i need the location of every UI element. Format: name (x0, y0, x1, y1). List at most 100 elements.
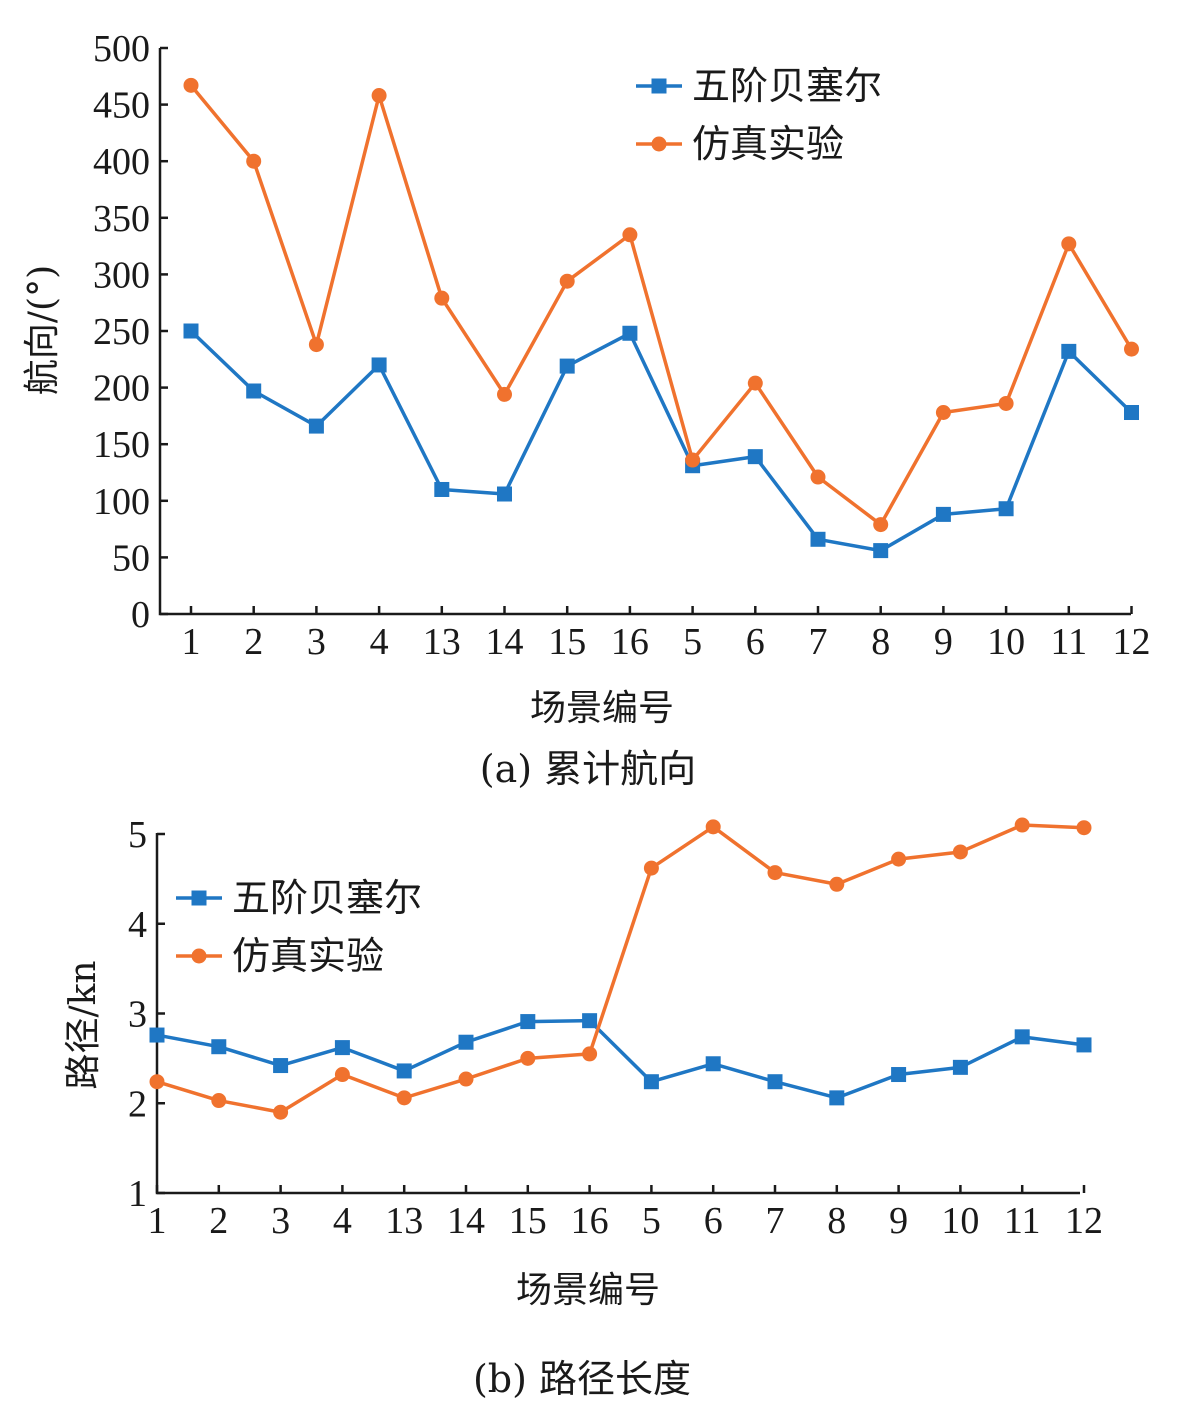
chart-a-bezier-point (371, 357, 387, 373)
chart-a-simulation-point (998, 395, 1014, 411)
chart-b-bezier-point (1014, 1029, 1030, 1045)
chart-b-bezier-point (829, 1090, 845, 1106)
chart-b-x-tick-label: 2 (209, 1200, 228, 1242)
chart-a-simulation-point (559, 273, 575, 289)
chart-a-simulation-point (810, 469, 826, 485)
chart-a-x-tick-label: 1 (182, 621, 201, 663)
chart-b-x-tick-label: 10 (941, 1200, 979, 1242)
chart-b-x-tick-label: 3 (271, 1200, 290, 1242)
chart-b-simulation-point (273, 1104, 289, 1120)
chart-a-y-tick-label: 100 (93, 481, 150, 523)
chart-a-series (183, 77, 1139, 559)
chart-b-y-ticks: 1 2 3 4 5 (128, 814, 165, 1215)
chart-a-y-tick-label: 0 (131, 594, 150, 636)
chart-a-bezier-point (1061, 343, 1077, 359)
chart-b-series-line-bezier (156, 1018, 1085, 1100)
chart-b-x-tick-label: 12 (1065, 1200, 1103, 1242)
chart-a-series-line-simulation (189, 84, 1134, 527)
chart-b-x-tick-label: 15 (509, 1200, 547, 1242)
chart-b-legend-label: 仿真实验 (232, 934, 384, 978)
chart-a-x-tick-label: 2 (244, 621, 263, 663)
chart-b-x-tick-label: 14 (447, 1200, 485, 1242)
chart-a-caption: (a) 累计航向 (480, 747, 696, 791)
chart-b-bezier-point (643, 1074, 659, 1090)
chart-b-bezier-point (520, 1014, 536, 1030)
chart-a-simulation-point (1124, 341, 1139, 357)
chart-b-x-tick-label: 16 (571, 1200, 609, 1242)
chart-b-series-line-simulation (156, 823, 1085, 1114)
chart-a-y-tick-label: 250 (93, 311, 150, 353)
chart-a-simulation-point (308, 337, 324, 353)
chart-b-simulation-point (334, 1067, 350, 1083)
chart-b-bezier-point (396, 1063, 412, 1079)
chart-a-bezier-point (622, 325, 638, 341)
chart-a-y-ticks: 0 50 100 150 200 250 300 350 400 450 500 (93, 28, 168, 636)
chart-a-x-tick-label: 10 (987, 621, 1025, 663)
chart-b-legend-label: 五阶贝塞尔 (232, 876, 422, 920)
chart-a-x-tick-label: 5 (683, 621, 702, 663)
chart-a-bezier-point (183, 323, 199, 339)
chart-b-bezier-point (334, 1040, 350, 1056)
chart-a-simulation-point (497, 386, 512, 402)
chart-b-y-tick-label: 4 (128, 904, 147, 946)
chart-b-bezier-point (1076, 1037, 1092, 1053)
chart-b-simulation-point (643, 860, 659, 876)
chart-b-x-tick-label: 11 (1004, 1200, 1041, 1242)
chart-a-simulation-point (183, 77, 199, 93)
chart-b-simulation-point (149, 1074, 165, 1090)
chart-b-simulation-point (1076, 820, 1092, 836)
chart-b-bezier-point (149, 1027, 165, 1043)
chart-a-x-tick-label: 7 (809, 621, 828, 663)
chart-b-legend-circle-marker (191, 948, 207, 964)
chart-a-y-tick-label: 150 (93, 424, 150, 466)
chart-b-simulation-point (767, 865, 783, 881)
chart-b-simulation-point (582, 1046, 598, 1062)
chart-a-y-tick-label: 350 (93, 198, 150, 240)
chart-a-simulation-point (685, 452, 701, 468)
chart-a-bezier-point (873, 543, 889, 559)
chart-a-bezier-point (1124, 405, 1139, 421)
chart-a-simulation-point (246, 153, 262, 169)
chart-a-bezier-point (810, 531, 826, 547)
chart-b-x-tick-label: 13 (385, 1200, 423, 1242)
chart-a-simulation-point (622, 227, 638, 243)
chart-a-y-axis-label: 航向/(°) (22, 265, 63, 395)
chart-a-simulation-point (873, 517, 889, 533)
chart-b-bezier-point (767, 1074, 783, 1090)
chart-a-series-line-bezier (189, 329, 1133, 553)
chart-a-simulation-point (371, 88, 387, 104)
chart-b-x-ticks: 1 2 3 4 13 14 15 16 5 6 7 8 9 10 11 12 (148, 1185, 1103, 1242)
chart-b-x-tick-label: 1 (148, 1200, 167, 1242)
chart-b-bezier-point (891, 1067, 907, 1083)
chart-b-y-tick-label: 5 (128, 814, 147, 856)
chart-b-simulation-point (1014, 817, 1030, 833)
chart-a-x-tick-label: 16 (611, 621, 649, 663)
chart-a-bezier-point (935, 506, 951, 522)
chart-b-x-tick-label: 7 (766, 1200, 785, 1242)
chart-a-x-tick-label: 14 (486, 621, 524, 663)
chart-a-bezier-point (246, 383, 262, 399)
chart-b-simulation-point (952, 844, 968, 860)
chart-a-bezier-point (747, 449, 763, 465)
chart-a-x-tick-label: 11 (1051, 621, 1088, 663)
chart-b-simulation-point (705, 819, 721, 835)
chart-b-x-tick-label: 8 (827, 1200, 846, 1242)
chart-a-legend-circle-marker (651, 136, 667, 152)
chart-b-y-tick-label: 1 (128, 1173, 147, 1215)
chart-a-y-tick-label: 300 (93, 254, 150, 296)
chart-b-series (149, 817, 1092, 1120)
chart-a-x-tick-label: 6 (746, 621, 765, 663)
chart-b-y-axis-label: 路径/kn (63, 960, 104, 1089)
chart-a-bezier-point (308, 418, 324, 434)
chart-b-y-tick-label: 3 (128, 994, 147, 1036)
chart-b-x-tick-label: 4 (333, 1200, 352, 1242)
chart-a-bezier-point (998, 501, 1014, 517)
chart-b-simulation-point (520, 1050, 536, 1066)
chart-a-x-tick-label: 13 (423, 621, 461, 663)
chart-b-bezier-point (211, 1039, 227, 1055)
chart-b-legend-square-marker (191, 890, 207, 906)
chart-b-x-tick-label: 5 (642, 1200, 661, 1242)
chart-b-simulation-point (211, 1093, 227, 1109)
chart-a-x-tick-label: 15 (548, 621, 586, 663)
